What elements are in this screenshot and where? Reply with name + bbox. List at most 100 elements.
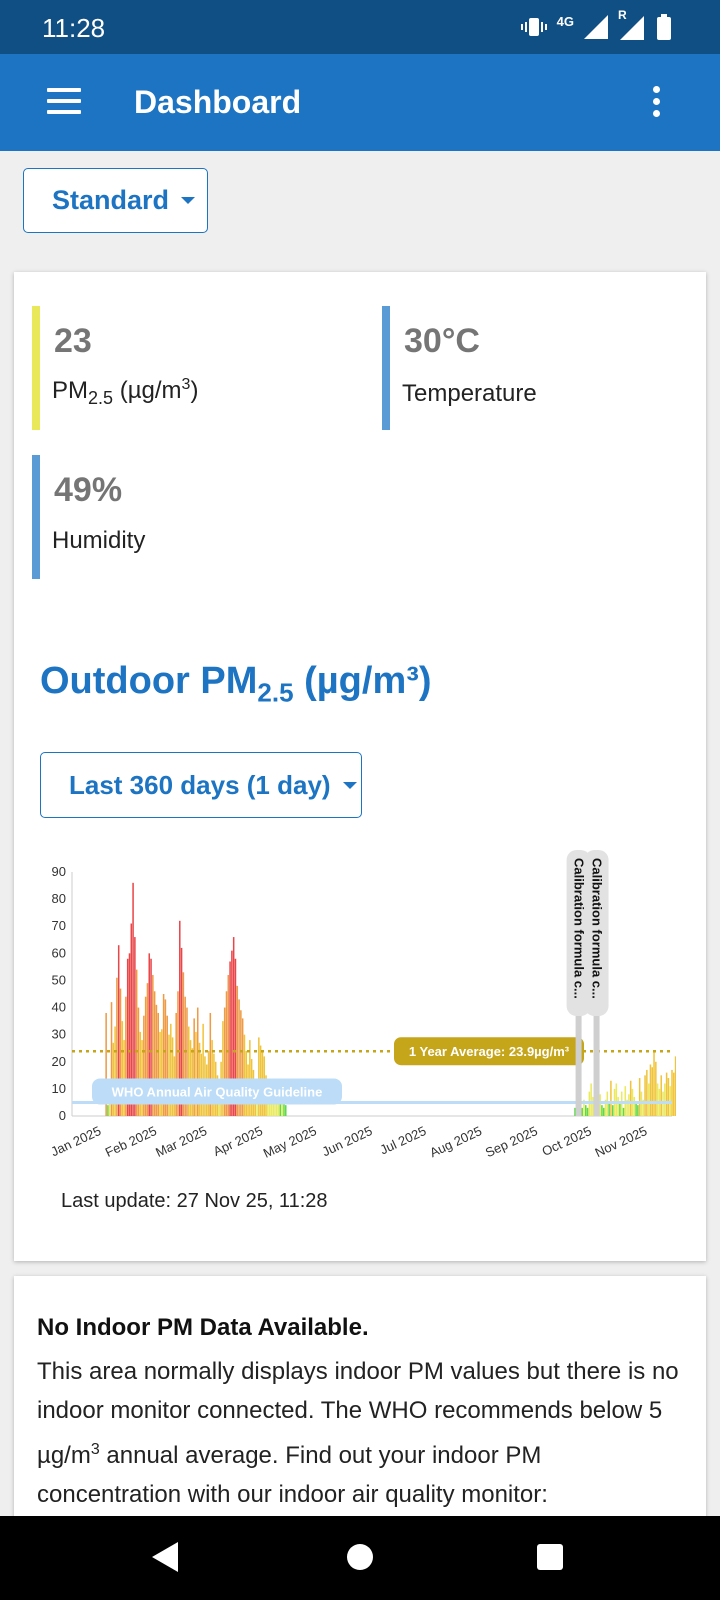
chart-bar xyxy=(611,1105,614,1116)
roaming-signal: R xyxy=(618,8,646,40)
pm25-label-main: PM xyxy=(52,377,88,404)
chart-bar xyxy=(157,1012,159,1116)
view-selector-dropdown[interactable]: Standard xyxy=(23,168,208,233)
x-tick-label: Aug 2025 xyxy=(427,1123,484,1160)
hamburger-menu-icon[interactable] xyxy=(44,88,84,118)
chart-bar xyxy=(241,1018,244,1116)
chart-bar xyxy=(236,985,239,1116)
time-range-label: Last 360 days (1 day) xyxy=(69,769,331,800)
chart-bar xyxy=(125,996,127,1116)
view-selector-label: Standard xyxy=(52,185,170,215)
who-guideline-badge xyxy=(92,1078,342,1105)
chart-bar xyxy=(592,1097,594,1116)
vibrate-icon xyxy=(520,18,547,36)
chart-bar xyxy=(179,920,181,1116)
chart-bar xyxy=(123,1040,125,1116)
chart-bar xyxy=(195,1031,197,1116)
chart-bar xyxy=(132,882,134,1116)
temperature-label: Temperature xyxy=(402,380,537,407)
chart-bar xyxy=(186,1007,188,1116)
chart-bar xyxy=(635,1102,637,1116)
time-range-dropdown[interactable]: Last 360 days (1 day) xyxy=(40,752,362,818)
chart-bar xyxy=(617,1097,619,1116)
chart-bar xyxy=(189,1040,192,1116)
chart-bar xyxy=(229,961,231,1116)
chart-bar xyxy=(610,1080,612,1116)
chart-bar xyxy=(581,1107,583,1116)
chart-bar xyxy=(126,958,129,1116)
chart-bar xyxy=(673,1072,675,1116)
chart-bar xyxy=(134,937,136,1116)
chart-bar xyxy=(168,1034,170,1116)
indoor-body-text: This area normally displays indoor PM va… xyxy=(37,1352,687,1514)
chart-bar xyxy=(184,996,186,1116)
page-title: Dashboard xyxy=(134,84,302,120)
outdoor-title-sub: 2.5 xyxy=(257,677,294,708)
roaming-signal-icon xyxy=(620,16,644,40)
status-icons: 4G R xyxy=(520,8,672,42)
average-badge xyxy=(394,1037,584,1066)
last-update-text: Last update: 27 Nov 25, 11:28 xyxy=(61,1190,328,1212)
chart-bar xyxy=(107,1105,109,1116)
pm25-value: 23 xyxy=(54,322,92,360)
home-icon[interactable] xyxy=(347,1544,373,1570)
chart-bar xyxy=(644,1075,646,1116)
chart-bar xyxy=(177,991,179,1116)
x-tick-label: Jun 2025 xyxy=(320,1123,375,1159)
pm25-label-sub: 2.5 xyxy=(88,387,114,408)
chart-bar xyxy=(114,1026,116,1116)
y-tick-label: 30 xyxy=(52,1027,66,1042)
chart-bar xyxy=(283,1102,285,1116)
chart-bar xyxy=(671,1069,673,1116)
chart-bar xyxy=(139,1031,142,1116)
chart-bar xyxy=(202,1023,204,1116)
roaming-indicator: R xyxy=(618,8,627,22)
y-tick-label: 60 xyxy=(52,945,66,960)
recents-icon[interactable] xyxy=(537,1544,563,1570)
x-tick-label: Nov 2025 xyxy=(593,1123,650,1160)
chart-bar xyxy=(164,999,167,1116)
y-tick-label: 20 xyxy=(52,1054,66,1069)
chart-bar xyxy=(211,1040,213,1116)
chart-bar xyxy=(622,1107,625,1116)
chart-bar xyxy=(602,1107,605,1116)
chart-bar xyxy=(243,1034,246,1116)
y-tick-label: 80 xyxy=(52,891,66,906)
chart-bar xyxy=(646,1069,648,1116)
chart-bar xyxy=(628,1094,630,1116)
back-icon[interactable] xyxy=(152,1542,178,1572)
chart-bar xyxy=(238,999,240,1116)
chart-bar xyxy=(276,1099,278,1116)
chart-bar xyxy=(175,1012,177,1116)
chart-bar xyxy=(655,1061,657,1116)
chart-bar xyxy=(227,975,230,1116)
temperature-color-bar xyxy=(382,306,390,430)
chart-bar xyxy=(209,1012,212,1116)
x-tick-label: Feb 2025 xyxy=(103,1123,159,1160)
chart-bar xyxy=(159,1031,161,1116)
app-bar: Dashboard xyxy=(0,54,720,151)
chart-bar xyxy=(117,945,120,1116)
chart-bar xyxy=(651,1067,654,1116)
humidity-label: Humidity xyxy=(52,527,146,554)
chart-bar xyxy=(285,1105,287,1116)
y-tick-label: 50 xyxy=(52,972,66,987)
chart-bar xyxy=(633,1097,636,1116)
status-time: 11:28 xyxy=(42,13,106,43)
y-tick-label: 90 xyxy=(52,864,66,879)
chart-bar xyxy=(116,977,118,1116)
chart-bar xyxy=(608,1102,610,1116)
view-toolbar: Standard xyxy=(0,151,720,250)
chart-bar xyxy=(637,1105,639,1116)
chart-bar xyxy=(234,958,237,1116)
outdoor-title-unit: (µg/m³) xyxy=(293,660,432,702)
more-vert-icon[interactable] xyxy=(646,86,666,120)
indoor-body-post: annual average. Find out your indoor PM … xyxy=(37,1442,548,1508)
pm25-label-sup: 3 xyxy=(181,376,191,393)
x-tick-label: Mar 2025 xyxy=(153,1123,209,1160)
chart-bar xyxy=(615,1083,618,1116)
chart-bar xyxy=(649,1064,652,1116)
y-tick-label: 40 xyxy=(52,1000,66,1015)
chart-bar xyxy=(638,1078,641,1116)
